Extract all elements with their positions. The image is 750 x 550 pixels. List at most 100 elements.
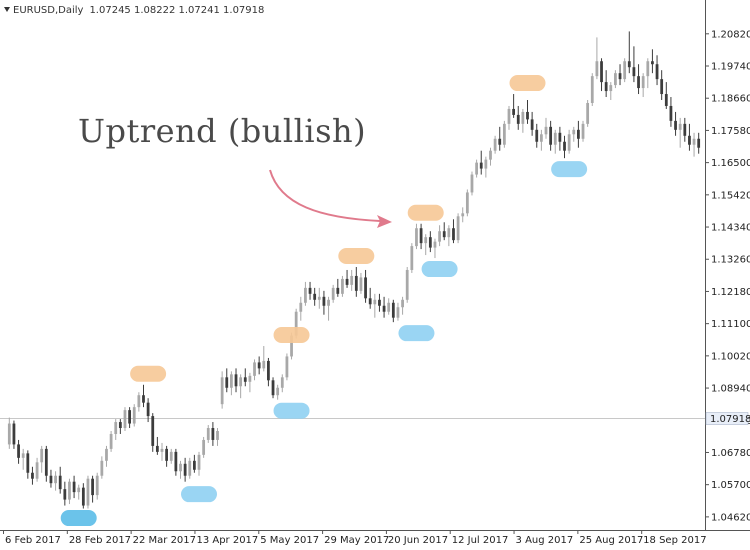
x-tick-label: 29 May 2017 — [324, 535, 389, 546]
current-price-label: 1.07918 — [710, 414, 750, 425]
bullish-candle — [595, 61, 599, 77]
bearish-candle — [669, 105, 673, 121]
dropdown-triangle-icon[interactable] — [4, 7, 10, 12]
current-price-box — [705, 412, 749, 425]
bearish-candle — [391, 302, 395, 318]
bullish-candle — [415, 228, 418, 247]
swing-low-marker — [273, 402, 310, 419]
bearish-candle — [535, 129, 539, 142]
bullish-candle — [586, 102, 590, 124]
bullish-candle — [216, 430, 219, 440]
bearish-candle — [378, 299, 381, 306]
bearish-candle — [627, 61, 631, 68]
bearish-candle — [17, 444, 20, 458]
bearish-candle — [632, 67, 636, 77]
bearish-candle — [44, 448, 48, 476]
bearish-candle — [72, 481, 76, 493]
bearish-candle — [368, 298, 372, 305]
ohlc-values: 1.07245 1.08222 1.07241 1.07918 — [89, 5, 265, 16]
bullish-candle — [350, 275, 354, 285]
bullish-candle — [160, 448, 164, 452]
bearish-candle — [442, 231, 446, 238]
bearish-candle — [530, 119, 534, 130]
y-tick-label: 1.19740 — [711, 62, 750, 73]
bearish-candle — [664, 94, 668, 106]
bearish-candle — [257, 362, 261, 369]
bearish-candle — [600, 61, 603, 83]
bullish-candle — [484, 159, 488, 169]
symbol-label: EURUSD,Daily — [13, 5, 84, 16]
bearish-candle — [146, 402, 150, 417]
bearish-candle — [563, 141, 566, 151]
swing-high-marker — [338, 247, 375, 264]
bullish-candle — [206, 428, 210, 440]
bullish-candle — [40, 448, 44, 463]
bullish-candle — [220, 377, 224, 405]
bearish-candle — [526, 111, 529, 120]
swing-low-marker — [181, 486, 218, 503]
bullish-candle — [230, 374, 233, 388]
bullish-candle — [294, 311, 298, 336]
trend-arrow-head-icon — [377, 215, 392, 228]
bullish-candle — [7, 423, 11, 445]
bullish-candle — [489, 150, 492, 160]
bullish-candle — [100, 460, 104, 476]
bearish-candle — [128, 410, 131, 424]
bullish-candle — [475, 162, 478, 175]
bullish-candle — [95, 475, 99, 496]
bullish-candle — [197, 454, 201, 470]
bullish-candle — [169, 451, 173, 461]
bullish-candle — [202, 439, 206, 455]
bullish-candle — [304, 287, 307, 303]
bearish-candle — [428, 237, 432, 248]
bearish-candle — [498, 138, 502, 145]
swing-low-marker — [551, 161, 588, 178]
bearish-candle — [419, 228, 423, 244]
bullish-candle — [280, 377, 284, 388]
swing-low-marker — [398, 325, 435, 342]
bullish-candle — [405, 269, 409, 300]
bearish-candle — [142, 395, 145, 403]
bullish-candle — [35, 462, 39, 479]
y-tick-label: 1.16500 — [711, 158, 750, 169]
bullish-candle — [285, 356, 289, 378]
y-tick-label: 1.15420 — [711, 190, 750, 201]
bullish-candle — [401, 299, 404, 308]
bearish-candle — [364, 277, 367, 299]
x-tick-label: 6 Feb 2017 — [5, 535, 61, 546]
bullish-candle — [105, 448, 108, 461]
bullish-candle — [387, 302, 391, 312]
trend-arrow-line — [269, 169, 381, 222]
bullish-candle — [299, 302, 303, 312]
bearish-candle — [192, 460, 196, 470]
bullish-candle — [188, 460, 192, 476]
bullish-candle — [248, 375, 252, 382]
y-tick-label: 1.10020 — [711, 351, 750, 362]
bullish-candle — [567, 134, 571, 151]
bullish-candle — [77, 487, 81, 493]
bullish-candle — [521, 111, 525, 124]
bearish-candle — [604, 82, 608, 92]
bullish-candle — [253, 362, 256, 376]
bearish-candle — [234, 374, 238, 387]
bullish-candle — [502, 123, 506, 145]
bullish-candle — [433, 241, 437, 248]
y-tick-label: 1.13260 — [711, 255, 750, 266]
bullish-candle — [590, 76, 594, 103]
swing-high-marker — [273, 327, 310, 344]
bearish-candle — [618, 73, 622, 80]
bearish-candle — [660, 79, 664, 95]
bullish-candle — [447, 228, 451, 238]
bearish-candle — [549, 126, 553, 145]
bearish-candle — [382, 305, 386, 312]
x-tick-label: 13 Apr 2017 — [196, 535, 258, 546]
bearish-candle — [151, 416, 155, 446]
bearish-candle — [558, 132, 562, 142]
bearish-candle — [683, 123, 687, 136]
bearish-candle — [31, 472, 34, 479]
bullish-candle — [470, 174, 474, 193]
bearish-candle — [516, 114, 520, 124]
bullish-candle — [461, 213, 465, 217]
bullish-candle — [581, 123, 585, 139]
